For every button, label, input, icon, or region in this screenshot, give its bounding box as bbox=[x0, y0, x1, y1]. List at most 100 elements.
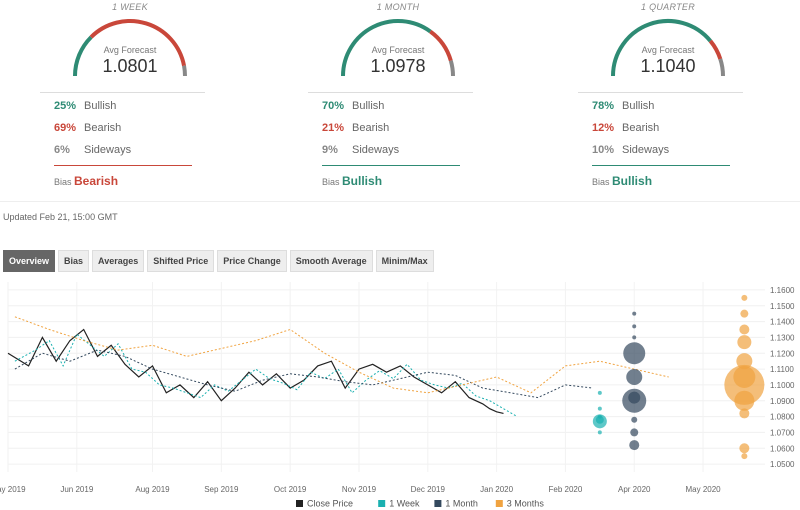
y-tick-label: 1.0600 bbox=[770, 444, 795, 453]
sideways-row: 10% Sideways bbox=[592, 144, 669, 156]
tab-smooth-average[interactable]: Smooth Average bbox=[289, 250, 373, 272]
gauge-separator bbox=[308, 92, 473, 93]
bearish-label: Bearish bbox=[352, 122, 390, 134]
bias-label: Bias bbox=[322, 177, 343, 187]
bullish-label: Bullish bbox=[352, 100, 385, 112]
bearish-label: Bearish bbox=[84, 122, 122, 134]
y-tick-label: 1.1200 bbox=[770, 349, 795, 358]
y-tick-label: 1.0700 bbox=[770, 428, 795, 437]
forecast-bubble-3-months bbox=[740, 309, 749, 318]
sideways-percent: 6% bbox=[54, 144, 70, 156]
tab-price-change[interactable]: Price Change bbox=[217, 250, 287, 272]
forecast-bubble-1-month bbox=[631, 416, 638, 423]
legend-label: 1 Month bbox=[445, 499, 478, 509]
series-line-1-week bbox=[14, 333, 518, 418]
legend-label: 3 Months bbox=[507, 499, 545, 509]
series-line-1-month bbox=[14, 349, 594, 399]
forecast-chart: 1.0500 1.0600 1.0700 1.0800 1.0900 1.1000 1.11… bbox=[0, 282, 795, 509]
forecast-bubble-1-week bbox=[592, 414, 607, 429]
gauge-card: 1 MONTH Avg Forecast 1.0978 70% Bullish 21% Be… bbox=[308, 0, 488, 200]
gauge-segment bbox=[708, 39, 723, 60]
x-tick-label: May 2020 bbox=[685, 485, 721, 494]
legend-swatch bbox=[434, 500, 442, 507]
gauge-card: 1 WEEK Avg Forecast 1.0801 25% Bullish 69% Bea… bbox=[40, 0, 220, 200]
gauge-period: 1 QUARTER bbox=[640, 2, 696, 12]
y-tick-label: 1.0800 bbox=[770, 413, 795, 422]
sideways-label: Sideways bbox=[352, 144, 400, 156]
gauge-arc bbox=[73, 19, 187, 77]
forecast-bubble-1-week bbox=[597, 430, 602, 435]
x-tick-label: Sep 2019 bbox=[204, 485, 239, 494]
forecast-bubble-3-months bbox=[734, 390, 755, 411]
sideways-row: 6% Sideways bbox=[54, 144, 131, 156]
tab-overview[interactable]: Overview bbox=[3, 250, 56, 272]
tab-minim-max[interactable]: Minim/Max bbox=[375, 250, 434, 272]
bias-value: Bearish bbox=[74, 174, 119, 188]
tab-averages[interactable]: Averages bbox=[92, 250, 145, 272]
forecast-bubble-3-months bbox=[739, 408, 750, 419]
series-line-close-price bbox=[7, 328, 504, 414]
gauge-segment bbox=[448, 60, 455, 77]
bearish-row: 21% Bearish bbox=[322, 122, 389, 134]
bearish-row: 69% Bearish bbox=[54, 122, 121, 134]
x-tick-label: Nov 2019 bbox=[342, 485, 377, 494]
tab-bar: Overview Bias Averages Shifted Price Price C… bbox=[3, 250, 434, 272]
legend-label: 1 Week bbox=[389, 499, 420, 509]
legend-swatch bbox=[296, 500, 303, 507]
forecast-bubble-3-months bbox=[724, 364, 765, 405]
x-tick-label: Apr 2020 bbox=[618, 485, 651, 494]
bias-underline bbox=[54, 165, 192, 166]
series-line-3-months bbox=[14, 316, 669, 394]
bearish-percent: 21% bbox=[322, 122, 345, 134]
y-tick-label: 1.1300 bbox=[770, 333, 795, 342]
gauge-arc bbox=[611, 19, 725, 77]
gauge-separator bbox=[40, 92, 205, 93]
gauge-segment bbox=[89, 19, 186, 67]
y-tick-label: 1.1400 bbox=[770, 318, 795, 327]
avg-forecast-value: 1.1040 bbox=[640, 56, 696, 76]
sideways-row: 9% Sideways bbox=[322, 144, 399, 156]
bias-indicator: Bias Bullish bbox=[592, 174, 652, 188]
bearish-percent: 12% bbox=[592, 122, 615, 134]
forecast-bubble-1-month bbox=[630, 428, 639, 437]
bias-value: Bullish bbox=[612, 174, 653, 188]
forecast-bubble-3-months bbox=[739, 324, 750, 335]
x-tick-label: May 2019 bbox=[0, 485, 26, 494]
bullish-percent: 78% bbox=[592, 100, 615, 112]
gauge-period: 1 WEEK bbox=[112, 2, 148, 12]
bearish-label: Bearish bbox=[622, 122, 660, 134]
gauge-period: 1 MONTH bbox=[376, 2, 420, 12]
gauge-separator bbox=[578, 92, 743, 93]
sideways-percent: 9% bbox=[322, 144, 338, 156]
bullish-row: 78% Bullish bbox=[592, 100, 654, 112]
bullish-percent: 70% bbox=[322, 100, 345, 112]
legend-label: Close Price bbox=[307, 499, 353, 509]
forecast-bubble-1-month bbox=[623, 342, 646, 365]
bearish-percent: 69% bbox=[54, 122, 77, 134]
tab-bias[interactable]: Bias bbox=[58, 250, 90, 272]
bullish-label: Bullish bbox=[622, 100, 655, 112]
updated-timestamp: Updated Feb 21, 15:00 GMT bbox=[3, 212, 118, 222]
bullish-row: 70% Bullish bbox=[322, 100, 384, 112]
gauge-segment bbox=[73, 35, 93, 77]
avg-forecast-label: Avg Forecast bbox=[103, 45, 157, 55]
y-tick-label: 1.0900 bbox=[770, 397, 795, 406]
forecast-bubble-1-month bbox=[632, 335, 637, 340]
forecast-bubble-1-week bbox=[597, 390, 602, 395]
avg-forecast-value: 1.0801 bbox=[102, 56, 158, 76]
avg-forecast-label: Avg Forecast bbox=[641, 45, 695, 55]
forecast-bubble-3-months bbox=[741, 453, 748, 460]
forecast-bubble-1-month bbox=[626, 369, 643, 385]
y-tick-label: 1.1100 bbox=[770, 365, 794, 374]
tab-shifted-price[interactable]: Shifted Price bbox=[147, 250, 215, 272]
x-tick-label: Oct 2019 bbox=[274, 485, 307, 494]
bias-underline bbox=[592, 165, 730, 166]
y-tick-label: 1.1000 bbox=[770, 381, 795, 390]
bullish-percent: 25% bbox=[54, 100, 77, 112]
bias-indicator: Bias Bearish bbox=[54, 174, 118, 188]
gauge-segment bbox=[341, 19, 432, 77]
avg-forecast-label: Avg Forecast bbox=[371, 45, 425, 55]
forecast-bubble-3-months bbox=[741, 294, 748, 301]
gauge-segment bbox=[182, 65, 187, 77]
bias-value: Bullish bbox=[342, 174, 383, 188]
